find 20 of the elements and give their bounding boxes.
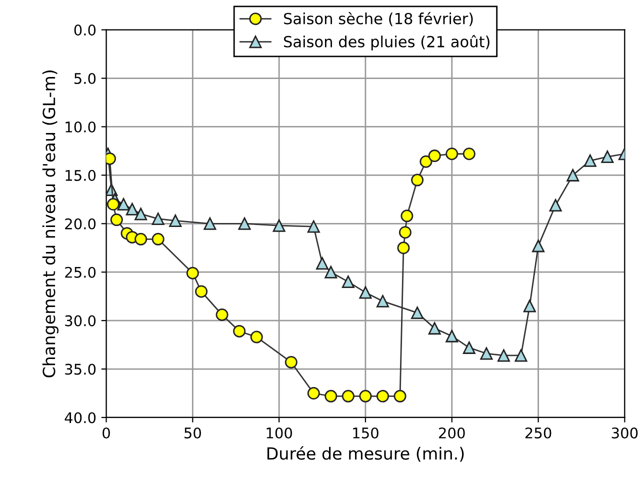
y-tick-label: 20.0 xyxy=(65,218,96,230)
y-tick-label: 5.0 xyxy=(74,72,96,84)
y-axis-title: Changement du niveau d'eau (GL-m) xyxy=(42,70,59,378)
x-axis-title: Durée de mesure (min.) xyxy=(267,446,464,462)
x-tick-label: 0 xyxy=(102,427,110,438)
x-tick-label: 50 xyxy=(184,427,201,438)
legend-label: Saison des pluies (21 août) xyxy=(284,34,490,50)
x-tick-label: 150 xyxy=(353,427,378,438)
y-tick-label: 40.0 xyxy=(64,412,96,424)
y-tick-label: 35.0 xyxy=(65,364,96,375)
x-tick-label: 100 xyxy=(266,427,292,438)
x-tick-label: 300 xyxy=(612,427,638,438)
x-tick-label: 200 xyxy=(439,427,465,438)
y-tick-label: 0.0 xyxy=(74,24,96,36)
x-tick-label: 250 xyxy=(525,427,552,438)
y-tick-label: 25.0 xyxy=(65,266,96,278)
legend-label: Saison sèche (18 février) xyxy=(284,12,473,26)
y-tick-label: 30.0 xyxy=(65,315,96,326)
y-tick-label: 10.0 xyxy=(66,121,96,132)
y-tick-label: 15.0 xyxy=(66,170,96,181)
